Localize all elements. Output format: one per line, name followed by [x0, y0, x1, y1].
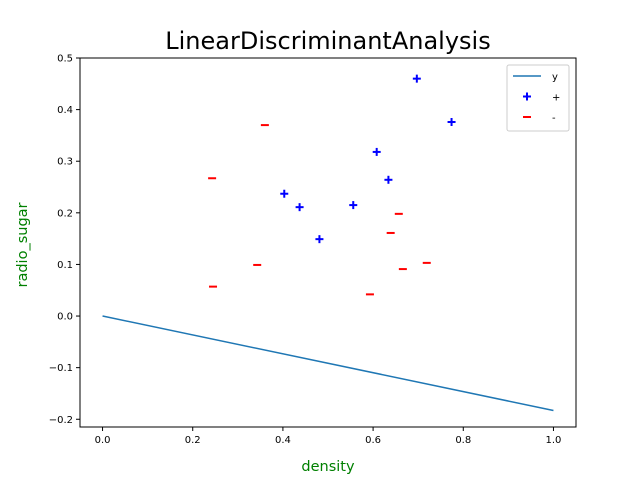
- y-tick-label: 0.4: [57, 105, 73, 116]
- series-line-y: [102, 315, 554, 412]
- axes-frame: [79, 57, 577, 428]
- legend-label: +: [552, 93, 560, 104]
- x-tick-label: 1.0: [546, 435, 562, 446]
- x-tick-label: 0.0: [95, 435, 111, 446]
- y-tick-label: 0.5: [57, 54, 73, 65]
- x-tick-label: 0.8: [455, 435, 471, 446]
- x-axis: 0.0 0.2 0.4 0.6 0.8 1.0: [95, 427, 562, 446]
- legend-entry: y: [513, 72, 558, 83]
- y-axis-label: radio_sugar: [15, 202, 31, 287]
- plus-point: [372, 147, 381, 156]
- plus-point: [295, 203, 304, 212]
- x-axis-label: density: [301, 459, 355, 475]
- legend-label: y: [552, 72, 558, 83]
- legend-entry: -: [523, 113, 556, 124]
- y-tick-label: −0.2: [49, 415, 73, 426]
- plus-point: [315, 235, 324, 244]
- y-tick-label: 0.1: [57, 260, 73, 271]
- legend-box: [506, 64, 570, 132]
- plot-area: [79, 57, 577, 428]
- plus-point: [412, 74, 421, 83]
- y-axis: −0.2 −0.1 0.0 0.1 0.2 0.3 0.4 0.5: [49, 54, 80, 426]
- data-marks: [102, 74, 554, 412]
- plus-point: [349, 201, 358, 210]
- chart-title: LinearDiscriminantAnalysis: [165, 27, 490, 55]
- plus-point: [447, 117, 456, 126]
- y-tick-label: −0.1: [49, 363, 73, 374]
- plus-point: [384, 175, 393, 184]
- x-tick-label: 0.2: [185, 435, 201, 446]
- y-tick-label: 0.0: [57, 312, 73, 323]
- legend: y + -: [506, 64, 570, 132]
- x-tick-label: 0.4: [275, 435, 291, 446]
- y-tick-label: 0.3: [57, 157, 73, 168]
- plus-point: [280, 189, 289, 198]
- y-tick-label: 0.2: [57, 208, 73, 219]
- x-tick-label: 0.6: [365, 435, 381, 446]
- legend-entry: +: [523, 92, 560, 104]
- legend-label: -: [552, 113, 556, 124]
